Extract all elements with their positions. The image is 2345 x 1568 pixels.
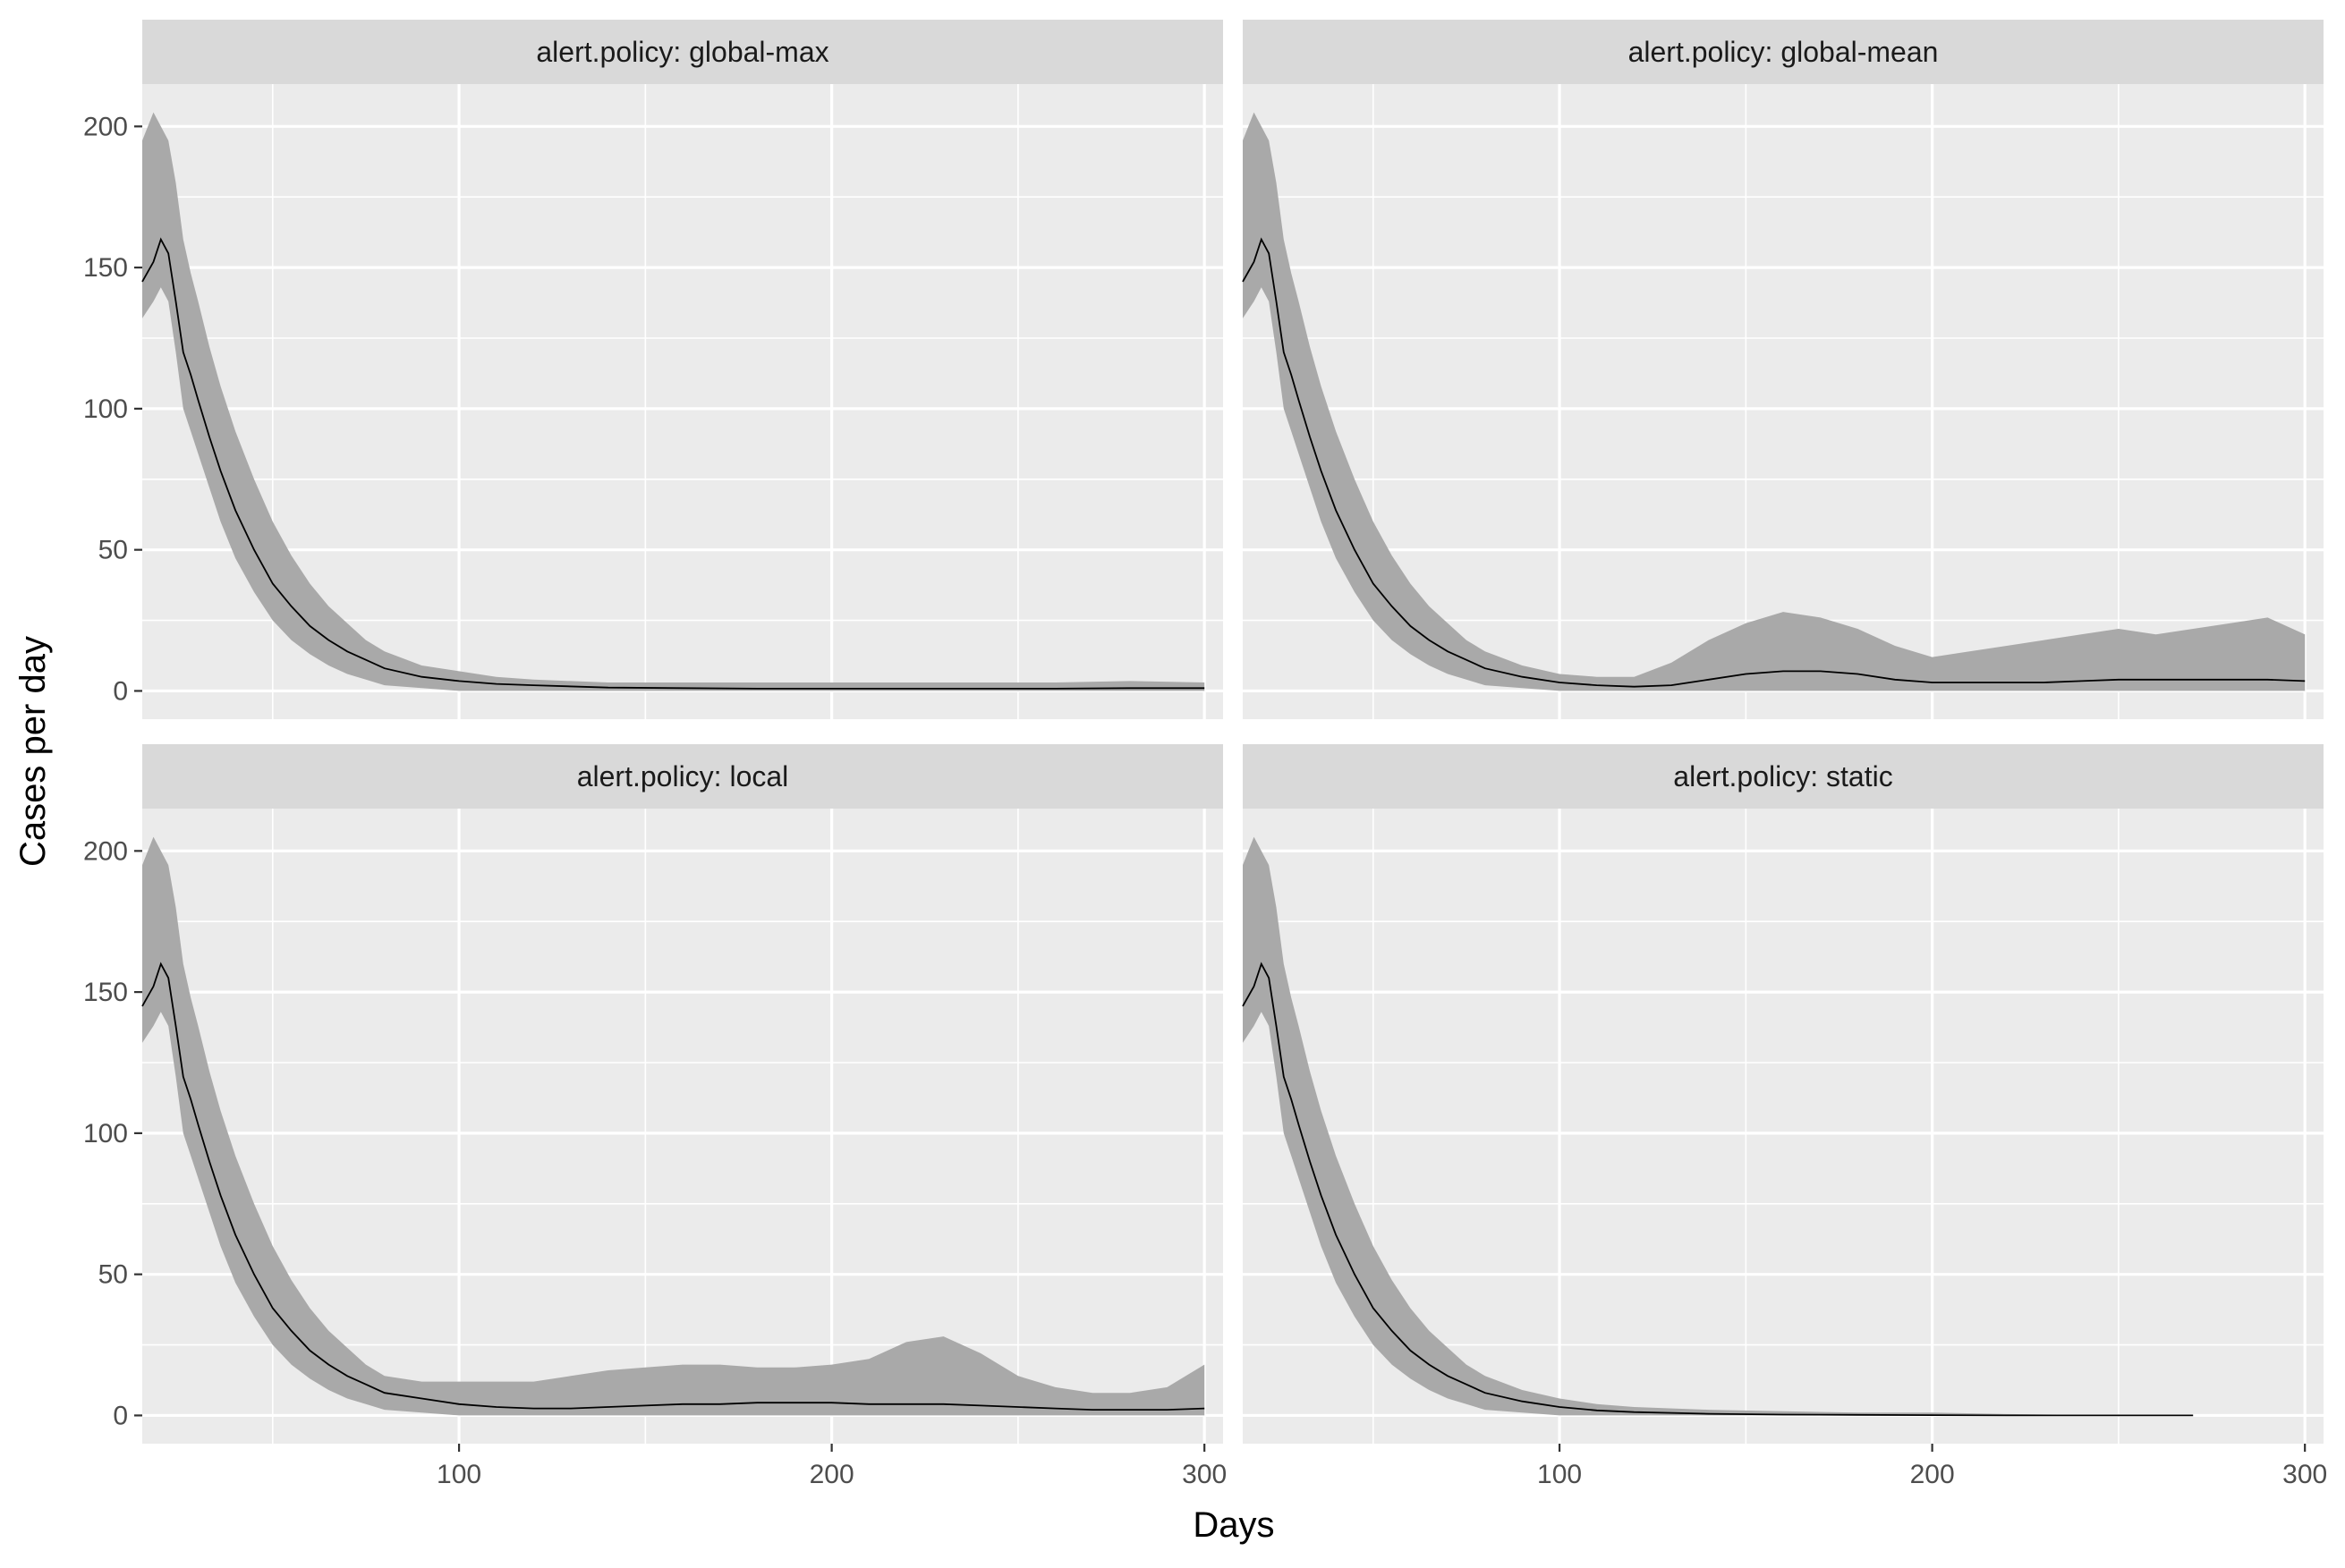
facet-strip-label: alert.policy: global-mean <box>1628 36 1939 68</box>
mean-line <box>1242 237 2306 688</box>
x-tick-label: 300 <box>1182 1460 1227 1489</box>
x-tick-label: 200 <box>810 1460 854 1489</box>
facet-panel: alert.policy: global-mean <box>1242 20 2324 719</box>
facet-strip-label: alert.policy: global-max <box>536 36 828 68</box>
confidence-band <box>1243 112 2306 691</box>
y-tick-label: 50 <box>98 1260 128 1290</box>
facet-strip <box>142 744 1223 809</box>
facet-panel: alert.policy: global-max 0 50 100 150 200 <box>83 20 1223 719</box>
y-axis-title: Cases per day <box>13 636 53 867</box>
x-tick-label: 200 <box>1910 1460 1955 1489</box>
y-tick-label: 0 <box>113 676 128 706</box>
facet-strip-label: alert.policy: static <box>1673 760 1892 792</box>
facet-strip <box>1243 20 2324 84</box>
x-tick-label: 100 <box>437 1460 481 1489</box>
facet-strip-label: alert.policy: local <box>577 760 789 792</box>
x-tick-label: 100 <box>1537 1460 1582 1489</box>
y-tick-label: 150 <box>83 978 128 1007</box>
y-tick-label: 150 <box>83 253 128 283</box>
mean-line <box>141 237 1205 690</box>
y-tick-label: 200 <box>83 836 128 866</box>
y-tick-label: 0 <box>113 1401 128 1430</box>
facets-layer: alert.policy: global-max050100150200aler… <box>83 20 2327 1489</box>
x-axis-title: Days <box>1193 1505 1274 1545</box>
y-tick-label: 50 <box>98 536 128 565</box>
facet-panel: alert.policy: static 100 200 300 <box>1242 744 2327 1489</box>
facet-strip <box>142 20 1223 84</box>
facet-panel: alert.policy: local 0 50 100 150 200 100 200 300 <box>83 744 1227 1489</box>
x-tick-label: 300 <box>2282 1460 2327 1489</box>
facet-strip <box>1243 744 2324 809</box>
mean-line <box>141 962 1205 1411</box>
mean-line <box>1242 962 2194 1417</box>
y-tick-label: 200 <box>83 112 128 141</box>
y-tick-label: 100 <box>83 394 128 424</box>
y-tick-label: 100 <box>83 1119 128 1148</box>
